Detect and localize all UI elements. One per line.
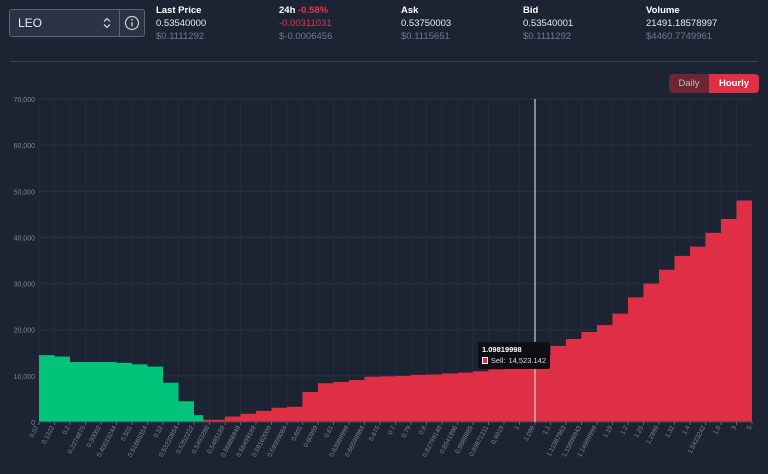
x-tick-label: 0.60999 <box>303 424 320 448</box>
stat-value: -0.00311031 <box>279 18 332 29</box>
y-tick-label: 0 <box>31 420 35 427</box>
stat-value: 21491.18578997 <box>646 18 718 29</box>
x-tick-label: 0.52 <box>153 424 165 439</box>
stat-usd-value: $0.1111292 <box>523 31 572 42</box>
daily-button[interactable]: Daily <box>669 74 709 93</box>
x-tick-label: 1.2999 <box>645 424 661 445</box>
x-tick-label: 0.501 <box>120 424 134 442</box>
y-tick-label: 60,000 <box>14 143 36 150</box>
header-divider <box>10 61 758 62</box>
stat-usd-value: $-0.0006456 <box>279 31 333 42</box>
hourly-button[interactable]: Hourly <box>709 74 759 93</box>
stat-change-pct: -0.58% <box>298 5 329 16</box>
x-tick-label: 0.2 <box>61 424 72 436</box>
pair-select-value: LEO <box>18 16 43 30</box>
depth-chart: 0 10,000 20,000 30,000 40,000 50,000 60,000 70,… <box>14 97 754 458</box>
x-tick-label: 0.601 <box>290 424 304 442</box>
stat-volume: Volume 21491.18578997 $4460.7749961 <box>646 5 717 43</box>
x-tick-label: 0.9919 <box>490 424 506 445</box>
stat-bid: Bid 0.53540001 $0.1111292 <box>523 5 573 43</box>
buy-area <box>39 355 204 422</box>
x-tick-label: 1.4 <box>681 424 692 436</box>
y-tick-label: 20,000 <box>14 328 36 335</box>
stat-label: Volume <box>646 5 680 16</box>
x-tick-label: 0.7 <box>387 424 398 436</box>
x-tick-label: 5 <box>746 424 754 431</box>
x-tick-label: 0.8 <box>418 424 429 436</box>
stat-label: Bid <box>523 5 539 16</box>
y-tick-label: 30,000 <box>14 282 36 289</box>
info-icon[interactable] <box>120 10 144 36</box>
tooltip-label: Sell: <box>490 356 506 365</box>
stat-ask: Ask 0.53750003 $0.1115651 <box>401 5 451 43</box>
stat-usd-value: $4460.7749961 <box>646 31 713 42</box>
stat-label: 24h <box>279 5 296 16</box>
tooltip-value: 14,523.142 <box>508 356 546 365</box>
x-tick-label: 1.19 <box>602 424 614 439</box>
pair-select[interactable]: LEO <box>9 9 145 37</box>
x-tick-label: 1.9 <box>712 424 723 436</box>
stat-24h: 24h -0.58% -0.00311031 $-0.0006456 <box>279 5 332 43</box>
x-tick-label: 0.79 <box>401 424 413 439</box>
stat-last-price: Last Price 0.53540000 $0.1111292 <box>156 5 206 43</box>
sell-swatch-icon <box>482 357 488 364</box>
x-tick-label: 0.61 <box>323 424 335 439</box>
tooltip-price: 1.09819998 <box>482 345 522 354</box>
stat-label: Ask <box>401 5 419 16</box>
x-tick-label: 0.675 <box>368 424 382 442</box>
x-tick-label: 0.1322 <box>41 424 57 445</box>
stat-value: 0.53540001 <box>523 18 574 29</box>
x-tick-label: 1.2 <box>619 424 630 436</box>
stat-value: 0.53750003 <box>401 18 452 29</box>
x-tick-label: 1 <box>513 424 521 431</box>
x-tick-label: 1.099 <box>523 424 537 442</box>
stat-usd-value: $0.1111292 <box>156 31 205 42</box>
y-tick-label: 70,000 <box>14 97 36 104</box>
x-tick-label: 1.32 <box>664 424 676 439</box>
x-tick-label: 1.1 <box>542 424 553 436</box>
sell-area <box>203 142 753 423</box>
x-tick-label: 1.25 <box>633 424 645 439</box>
y-tick-label: 40,000 <box>14 235 36 242</box>
stat-value: 0.53540000 <box>156 18 207 29</box>
y-tick-label: 50,000 <box>14 189 36 196</box>
y-tick-label: 10,000 <box>14 374 36 381</box>
x-tick-label: 3 <box>730 424 738 431</box>
chart-tooltip: 1.09819998 Sell: 14,523.142 <box>478 342 550 369</box>
chevron-updown-icon[interactable] <box>94 10 120 36</box>
stat-label: Last Price <box>156 5 202 16</box>
stat-usd-value: $0.1115651 <box>401 31 450 42</box>
interval-toggle: Daily Hourly <box>669 74 759 93</box>
